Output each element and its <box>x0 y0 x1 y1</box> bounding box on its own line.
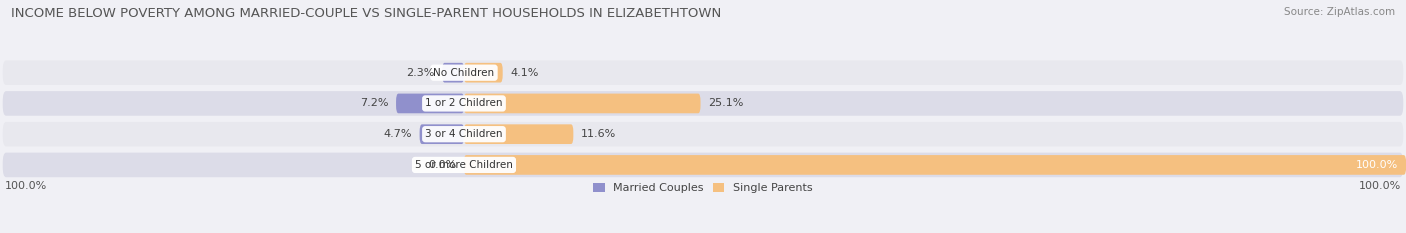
Text: 2.3%: 2.3% <box>406 68 434 78</box>
Text: Source: ZipAtlas.com: Source: ZipAtlas.com <box>1284 7 1395 17</box>
FancyBboxPatch shape <box>464 155 1406 175</box>
FancyBboxPatch shape <box>3 122 1403 147</box>
Text: 4.7%: 4.7% <box>384 129 412 139</box>
Legend: Married Couples, Single Parents: Married Couples, Single Parents <box>593 183 813 193</box>
FancyBboxPatch shape <box>443 63 464 82</box>
FancyBboxPatch shape <box>3 60 1403 85</box>
FancyBboxPatch shape <box>396 94 464 113</box>
Text: 7.2%: 7.2% <box>360 98 388 108</box>
Text: 25.1%: 25.1% <box>709 98 744 108</box>
Text: 3 or 4 Children: 3 or 4 Children <box>425 129 503 139</box>
FancyBboxPatch shape <box>3 91 1403 116</box>
Text: 1 or 2 Children: 1 or 2 Children <box>425 98 503 108</box>
Text: 0.0%: 0.0% <box>429 160 457 170</box>
FancyBboxPatch shape <box>419 124 464 144</box>
Text: 5 or more Children: 5 or more Children <box>415 160 513 170</box>
FancyBboxPatch shape <box>3 153 1403 177</box>
Text: No Children: No Children <box>433 68 495 78</box>
Text: 100.0%: 100.0% <box>4 182 46 192</box>
Text: INCOME BELOW POVERTY AMONG MARRIED-COUPLE VS SINGLE-PARENT HOUSEHOLDS IN ELIZABE: INCOME BELOW POVERTY AMONG MARRIED-COUPL… <box>11 7 721 20</box>
Text: 11.6%: 11.6% <box>581 129 616 139</box>
Text: 100.0%: 100.0% <box>1357 160 1399 170</box>
Text: 4.1%: 4.1% <box>510 68 538 78</box>
Text: 100.0%: 100.0% <box>1360 182 1402 192</box>
FancyBboxPatch shape <box>464 124 574 144</box>
FancyBboxPatch shape <box>464 94 700 113</box>
FancyBboxPatch shape <box>464 63 503 82</box>
